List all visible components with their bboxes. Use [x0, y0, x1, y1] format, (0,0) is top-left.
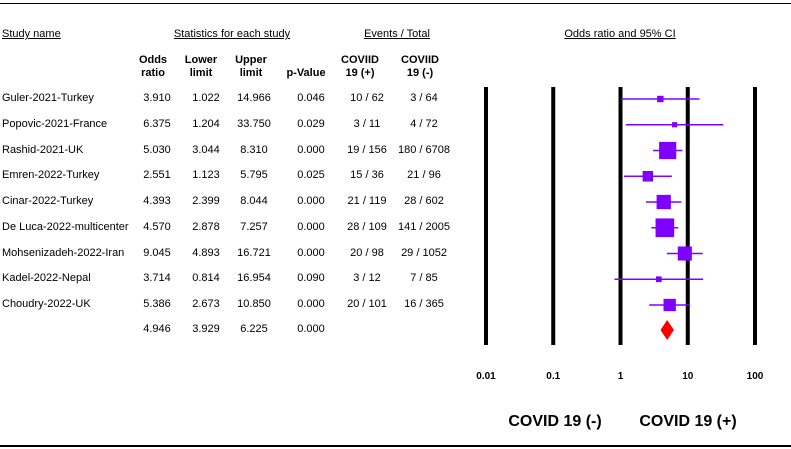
- odds-ratio-marker: [657, 95, 664, 103]
- odds-ratio-marker: [659, 141, 677, 160]
- events-header: Events / Total: [364, 28, 430, 40]
- event-count: 16 / 365: [404, 298, 444, 310]
- stat-value: 3.910: [143, 92, 171, 104]
- event-count: 3 / 11: [353, 117, 381, 130]
- stat-value: 5.795: [240, 169, 268, 182]
- odds-ratio-marker: [655, 218, 675, 238]
- odds-ratio-marker: [663, 298, 676, 312]
- odds-ratio-marker: [655, 276, 662, 283]
- stat-value: 7.257: [240, 220, 268, 233]
- stat-value: 4.393: [143, 195, 171, 207]
- summary-value: 0.000: [297, 323, 325, 335]
- study-name: Choudry-2022-UK: [2, 298, 91, 310]
- stat-value: 2.878: [192, 220, 220, 233]
- stat-value: 16.954: [237, 272, 271, 285]
- stat-value: 1.123: [192, 169, 220, 182]
- study-name: Popovic-2021-France: [2, 117, 108, 130]
- stat-value: 0.000: [297, 220, 325, 233]
- study-name: Mohsenizadeh-2022-Iran: [2, 246, 125, 259]
- x-tick-label: 0.01: [476, 371, 496, 382]
- odds-ratio-marker: [677, 246, 692, 261]
- event-count: 3 / 12: [353, 272, 381, 285]
- column-header: p-Value: [286, 67, 326, 79]
- stat-value: 0.000: [297, 143, 325, 156]
- stat-value: 16.721: [237, 246, 271, 259]
- summary-diamond: [660, 320, 674, 340]
- stats-header: Statistics for each study: [173, 28, 291, 40]
- event-count: 28 / 109: [347, 220, 387, 233]
- study-name: Cinar-2022-Turkey: [2, 195, 94, 207]
- stat-value: 0.025: [297, 169, 325, 182]
- favours-label: COVID 19 (-): [508, 413, 602, 430]
- event-count: 3 / 64: [410, 92, 438, 104]
- stat-value: 5.030: [143, 143, 171, 156]
- column-header: COVIID 19 (-): [401, 54, 439, 79]
- summary-value: 6.225: [240, 323, 268, 335]
- event-count: 19 / 156: [347, 143, 387, 156]
- summary-value: 4.946: [143, 323, 171, 335]
- stat-value: 0.814: [192, 272, 220, 285]
- stat-value: 4.893: [192, 246, 220, 259]
- x-tick-label: 0.1: [546, 371, 561, 382]
- study-header: Study name: [2, 28, 61, 40]
- event-count: 21 / 96: [407, 169, 441, 182]
- stat-value: 2.551: [143, 169, 171, 182]
- event-count: 7 / 85: [410, 272, 438, 285]
- stat-value: 10.850: [237, 298, 271, 310]
- study-name: Kadel-2022-Nepal: [2, 272, 91, 285]
- event-count: 21 / 119: [347, 195, 387, 207]
- odds-ratio-marker: [642, 170, 654, 182]
- event-count: 180 / 6708: [398, 143, 450, 156]
- stat-value: 0.000: [297, 195, 325, 207]
- favours-label: COVID 19 (+): [639, 413, 737, 430]
- stat-value: 5.386: [143, 298, 171, 310]
- study-name: Rashid-2021-UK: [2, 143, 84, 156]
- event-count: 28 / 602: [404, 195, 444, 207]
- event-count: 15 / 36: [350, 169, 384, 182]
- stat-value: 8.044: [240, 195, 268, 207]
- column-header: Odds ratio: [138, 54, 168, 79]
- stat-value: 0.029: [297, 117, 325, 130]
- odds-ratio-marker: [672, 122, 678, 128]
- stat-value: 2.399: [192, 195, 220, 207]
- odds-ratio-marker: [656, 194, 671, 210]
- study-name: Guler-2021-Turkey: [2, 92, 94, 104]
- stat-value: 0.090: [297, 272, 325, 285]
- stat-value: 8.310: [240, 143, 268, 156]
- stat-value: 9.045: [143, 246, 171, 259]
- stat-value: 14.966: [237, 92, 271, 104]
- stat-value: 0.046: [297, 92, 325, 104]
- plot-header: Odds ratio and 95% CI: [564, 28, 676, 40]
- stat-value: 2.673: [192, 298, 220, 310]
- event-count: 29 / 1052: [401, 246, 447, 259]
- event-count: 141 / 2005: [398, 220, 450, 233]
- stat-value: 1.204: [192, 117, 220, 130]
- stat-value: 0.000: [297, 246, 325, 259]
- stat-value: 3.714: [143, 272, 171, 285]
- stat-value: 1.022: [192, 92, 220, 104]
- column-header: Lower limit: [184, 54, 218, 79]
- column-header: COVIID 19 (+): [341, 54, 379, 79]
- summary-value: 3.929: [192, 323, 220, 335]
- x-tick-label: 10: [682, 371, 694, 382]
- event-count: 4 / 72: [410, 117, 438, 130]
- event-count: 20 / 101: [347, 298, 387, 310]
- study-name: Emren-2022-Turkey: [2, 169, 100, 182]
- stat-value: 0.000: [297, 298, 325, 310]
- stat-value: 33.750: [237, 117, 271, 130]
- stat-value: 3.044: [192, 143, 220, 156]
- event-count: 20 / 98: [350, 246, 384, 259]
- study-name: De Luca-2022-multicenter: [2, 220, 129, 233]
- column-header: Upper limit: [235, 54, 267, 79]
- stat-value: 6.375: [143, 117, 171, 130]
- x-tick-label: 100: [746, 371, 764, 382]
- x-tick-label: 1: [617, 371, 624, 382]
- event-count: 10 / 62: [350, 92, 384, 104]
- stat-value: 4.570: [143, 220, 171, 233]
